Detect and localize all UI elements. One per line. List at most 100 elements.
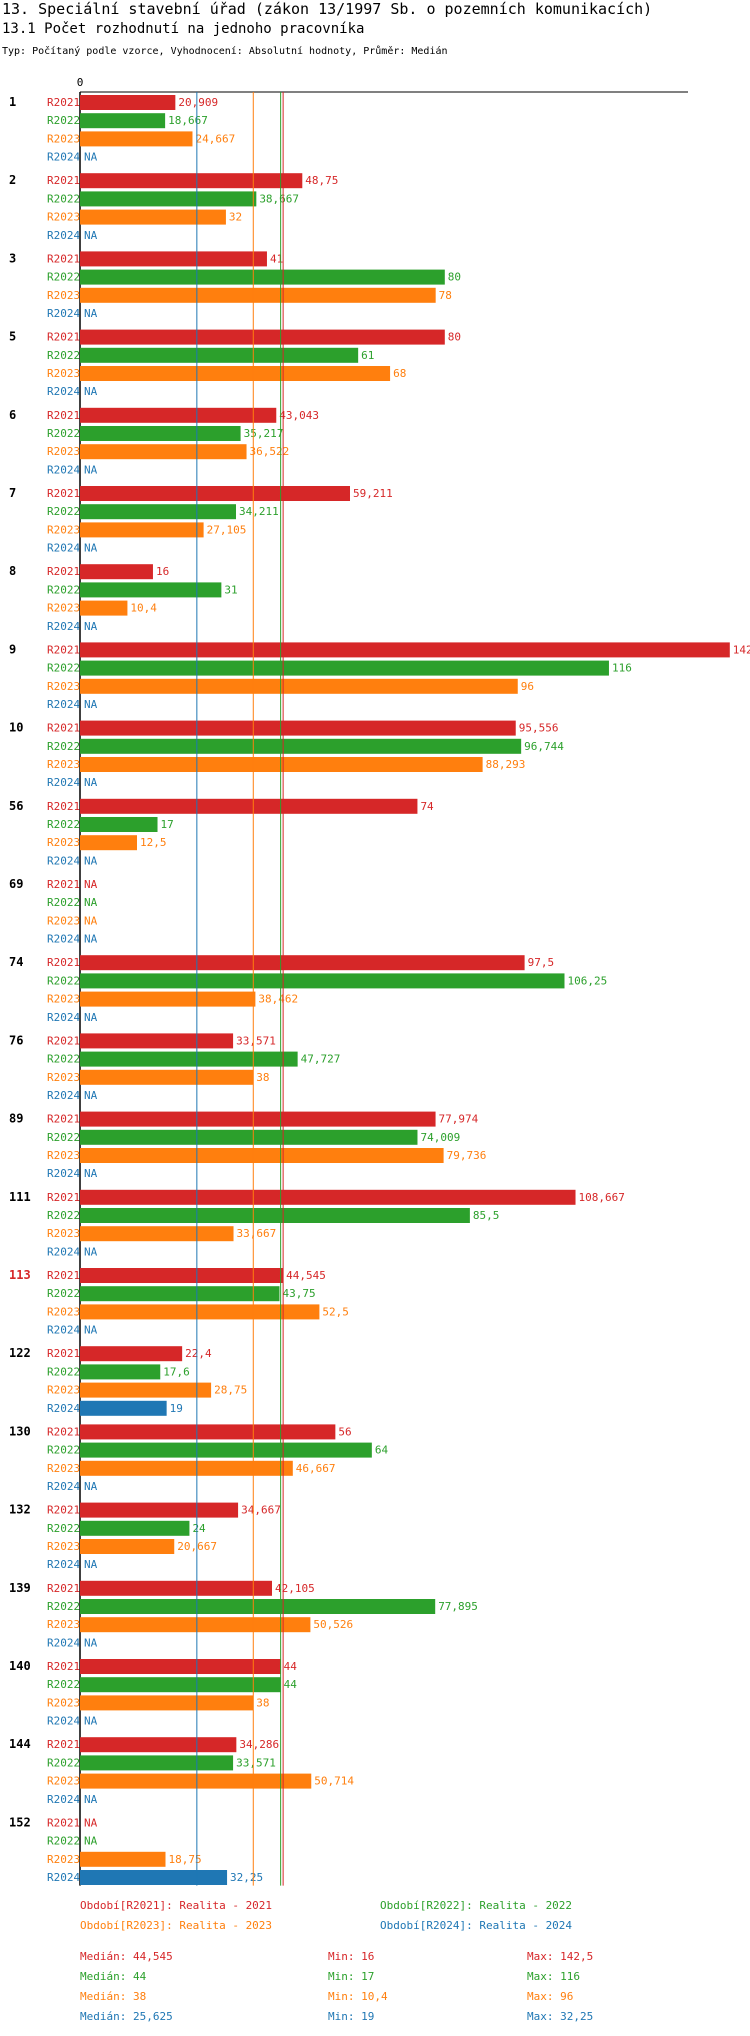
- bar: [80, 1129, 418, 1145]
- series-label: R2021: [47, 487, 80, 500]
- series-label: R2024: [47, 776, 80, 789]
- series-label: R2023: [47, 211, 80, 224]
- data-label: 34,211: [239, 505, 279, 518]
- series-label: R2021: [47, 800, 80, 813]
- chart-info: Typ: Počítaný podle vzorce, Vyhodnocení:…: [2, 46, 448, 57]
- series-label: R2022: [47, 271, 80, 284]
- data-label: 24: [192, 1522, 206, 1535]
- data-label: 77,895: [438, 1600, 478, 1613]
- data-label: 24,667: [195, 132, 235, 145]
- bar: [80, 1364, 161, 1380]
- bar: [80, 251, 267, 267]
- bar: [80, 1520, 190, 1536]
- data-label: NA: [84, 1011, 98, 1024]
- series-label: R2021: [47, 1034, 80, 1047]
- bar: [80, 1659, 281, 1674]
- bar: [80, 1755, 234, 1771]
- stat-min: Min: 19: [328, 2010, 375, 2023]
- series-label: R2022: [47, 818, 80, 831]
- group-label: 10: [9, 721, 23, 735]
- data-label: 56: [338, 1425, 351, 1438]
- series-label: R2024: [47, 620, 80, 633]
- bar: [80, 642, 730, 658]
- bar: [80, 1268, 284, 1283]
- series-label: R2023: [47, 1853, 80, 1866]
- series-label: R2024: [47, 1167, 80, 1180]
- series-label: R2022: [47, 1131, 80, 1144]
- bar: [80, 1773, 312, 1789]
- data-label: 32,25: [230, 1871, 263, 1884]
- group-label: 74: [9, 955, 23, 969]
- series-label: R2022: [47, 1053, 80, 1066]
- data-label: 96,744: [524, 740, 564, 753]
- series-label: R2021: [47, 1816, 80, 1829]
- series-label: R2022: [47, 662, 80, 675]
- data-label: 108,667: [579, 1191, 625, 1204]
- series-label: R2021: [47, 252, 80, 265]
- bar: [80, 1424, 336, 1440]
- data-label: 74: [420, 800, 434, 813]
- series-label: R2021: [47, 409, 80, 422]
- bar: [80, 1870, 228, 1885]
- group-label: 3: [9, 251, 16, 265]
- data-label: NA: [84, 1245, 98, 1258]
- data-label: 59,211: [353, 487, 393, 500]
- series-label: R2022: [47, 427, 80, 440]
- stat-median: Medián: 44: [80, 1970, 147, 1983]
- stat-min: Min: 10,4: [328, 1990, 388, 2003]
- data-label: 42,105: [275, 1582, 315, 1595]
- bar: [80, 1069, 254, 1085]
- data-label: 38,462: [258, 993, 298, 1006]
- data-label: NA: [84, 1089, 98, 1102]
- data-label: 38: [256, 1696, 269, 1709]
- data-label: 77,974: [439, 1113, 479, 1126]
- data-label: NA: [84, 1793, 98, 1806]
- bar: [80, 582, 222, 598]
- series-label: R2022: [47, 1287, 80, 1300]
- data-label: 44: [284, 1660, 298, 1673]
- series-label: R2023: [47, 1384, 80, 1397]
- data-label: 36,522: [250, 445, 290, 458]
- group-label: 152: [9, 1815, 31, 1829]
- bar: [80, 173, 303, 189]
- data-label: 43,043: [279, 409, 319, 422]
- series-label: R2024: [47, 1480, 80, 1493]
- bar: [80, 444, 247, 460]
- data-label: 33,571: [236, 1034, 276, 1047]
- data-label: 31: [224, 583, 237, 596]
- series-label: R2023: [47, 289, 80, 302]
- series-label: R2021: [47, 1269, 80, 1282]
- data-label: 85,5: [473, 1209, 500, 1222]
- data-label: 44,545: [286, 1269, 326, 1282]
- series-label: R2021: [47, 96, 80, 109]
- series-label: R2024: [47, 1089, 80, 1102]
- page-title: 13. Speciální stavební úřad (zákon 13/19…: [2, 0, 653, 18]
- data-label: NA: [84, 914, 98, 927]
- data-label: 44: [284, 1678, 298, 1691]
- stat-max: Max: 142,5: [527, 1950, 594, 1963]
- bar: [80, 287, 436, 303]
- series-label: R2024: [47, 1245, 80, 1258]
- data-label: 95,556: [519, 722, 559, 735]
- stat-min: Min: 16: [328, 1950, 375, 1963]
- data-label: 88,293: [486, 758, 526, 771]
- data-label: NA: [84, 896, 98, 909]
- data-label: NA: [84, 1167, 98, 1180]
- bar: [80, 347, 359, 363]
- series-label: R2024: [47, 854, 80, 867]
- group-label: 8: [9, 564, 16, 578]
- group-label: 69: [9, 877, 23, 891]
- data-label: 68: [393, 367, 406, 380]
- data-label: NA: [84, 776, 98, 789]
- series-label: R2024: [47, 229, 80, 242]
- legend-item: Období[R2022]: Realita - 2022: [380, 1899, 573, 1912]
- data-label: 64: [375, 1444, 389, 1457]
- data-label: 17: [161, 818, 174, 831]
- group-label: 6: [9, 408, 16, 422]
- data-label: 34,286: [239, 1738, 279, 1751]
- bar: [80, 1617, 311, 1633]
- series-label: R2023: [47, 836, 80, 849]
- series-label: R2021: [47, 956, 80, 969]
- series-label: R2024: [47, 933, 80, 946]
- group-label: 5: [9, 330, 16, 344]
